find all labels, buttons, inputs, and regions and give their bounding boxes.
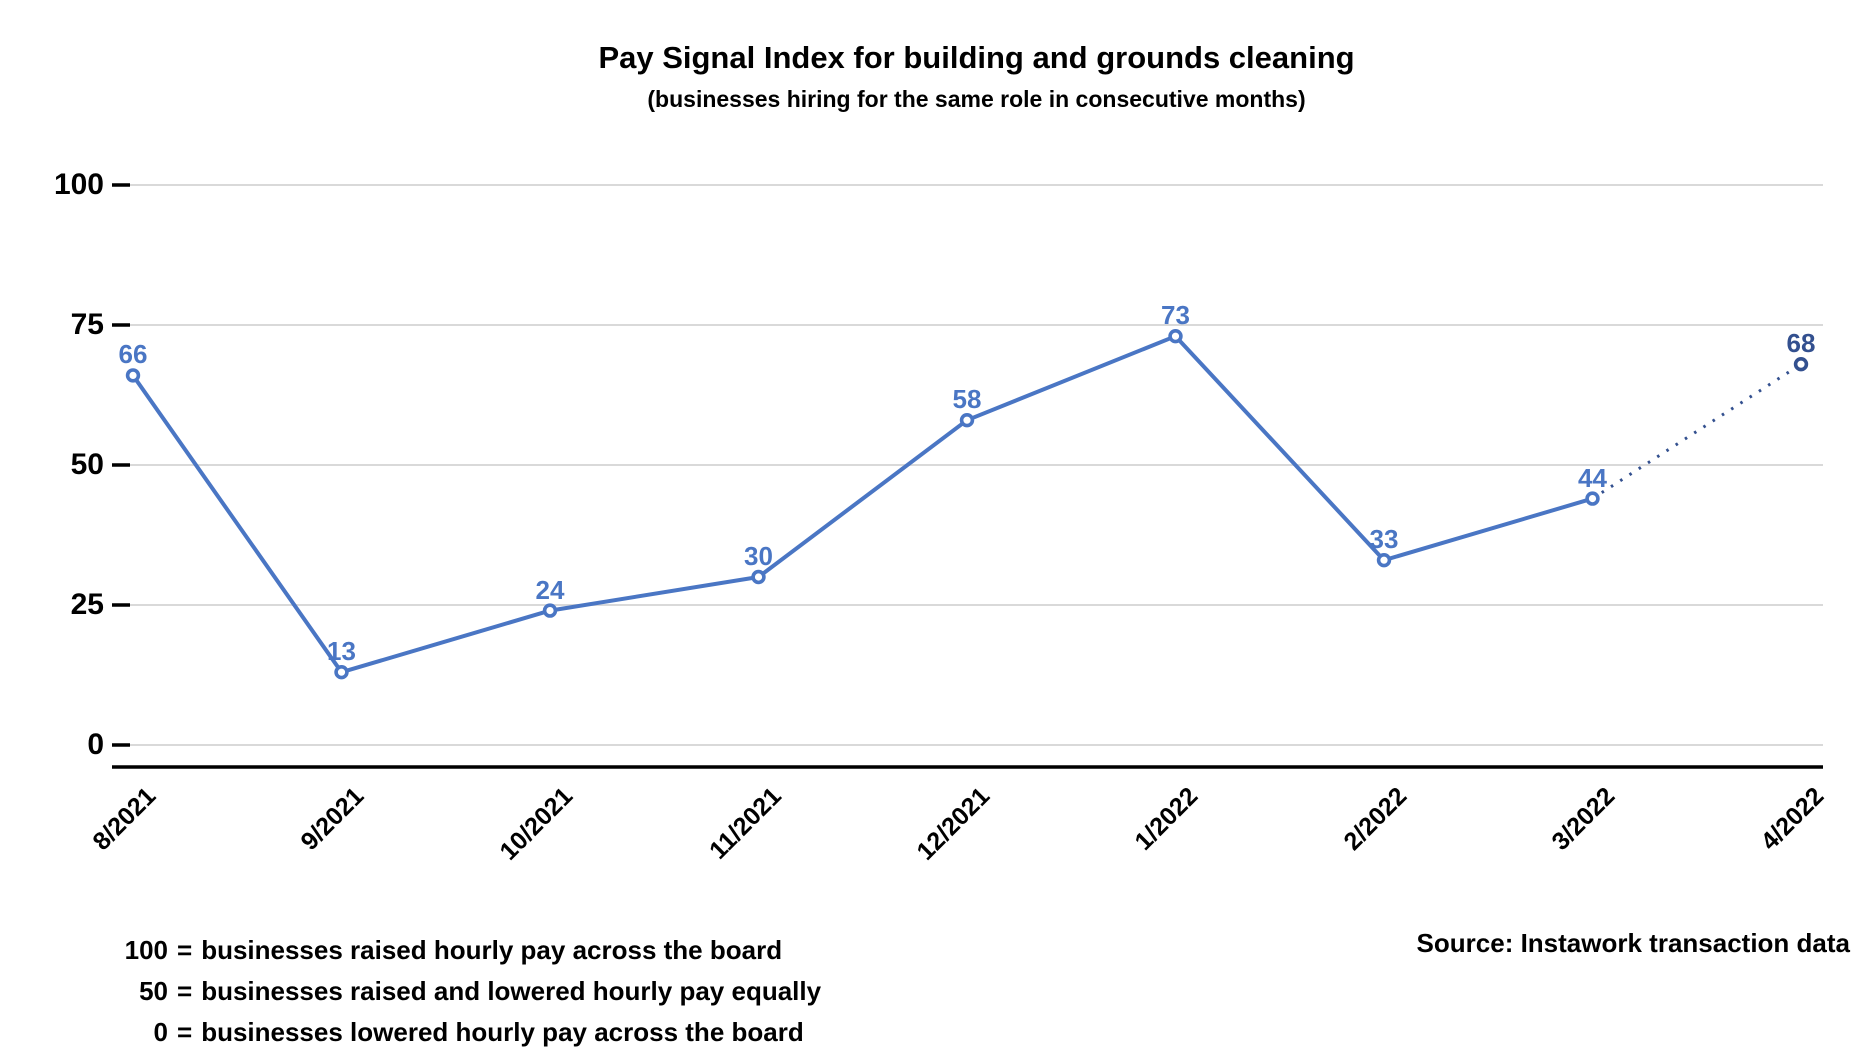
data-point-marker bbox=[1376, 552, 1392, 568]
y-axis-label: 25 bbox=[70, 588, 104, 621]
legend-text: businesses lowered hourly pay across the… bbox=[201, 1017, 804, 1047]
data-point-label: 44 bbox=[1578, 462, 1607, 493]
legend-line-0: 0 = businesses lowered hourly pay across t… bbox=[106, 1012, 821, 1053]
data-point-label: 58 bbox=[952, 384, 982, 415]
equals-sign: = bbox=[177, 976, 193, 1006]
legend-line-50: 50 = businesses raised and lowered hourly … bbox=[106, 971, 821, 1012]
legend-value: 100 bbox=[124, 935, 168, 965]
y-axis-label: 100 bbox=[53, 168, 104, 201]
equals-sign: = bbox=[177, 1017, 193, 1047]
data-point-marker bbox=[125, 368, 141, 383]
data-point-label: 66 bbox=[118, 339, 148, 370]
data-point-marker bbox=[751, 569, 766, 585]
legend-text: businesses raised and lowered hourly pay… bbox=[201, 976, 822, 1006]
chart-title: Pay Signal Index for building and ground… bbox=[598, 40, 1355, 75]
data-point-marker bbox=[1168, 329, 1183, 344]
data-point-label: 30 bbox=[744, 541, 773, 571]
legend-value: 0 bbox=[153, 1017, 168, 1047]
trend-line bbox=[131, 334, 1595, 675]
projected-point-marker bbox=[1793, 357, 1809, 372]
legend-line-100: 100 = businesses raised hourly pay across … bbox=[106, 930, 821, 971]
equals-sign: = bbox=[177, 935, 193, 965]
data-point-label: 73 bbox=[1161, 300, 1190, 331]
data-point-marker bbox=[334, 664, 349, 680]
data-point-label: 33 bbox=[1369, 524, 1399, 555]
chart-subtitle: (businesses hiring for the same role in … bbox=[647, 86, 1306, 112]
data-point-label: 68 bbox=[1786, 328, 1816, 359]
y-axis-label: 75 bbox=[70, 308, 104, 341]
data-point-label: 24 bbox=[535, 574, 565, 605]
legend-value: 50 bbox=[139, 976, 168, 1006]
y-axis-label: 0 bbox=[87, 728, 104, 761]
source-credit: Source: Instawork transaction data bbox=[1416, 928, 1850, 958]
legend-text: businesses raised hourly pay across the … bbox=[201, 935, 783, 965]
data-point-marker bbox=[1585, 491, 1600, 506]
data-point-marker bbox=[959, 413, 975, 428]
data-point-label: 13 bbox=[327, 636, 356, 667]
data-point-marker bbox=[542, 603, 558, 618]
y-axis-label: 50 bbox=[70, 448, 104, 481]
value-legend: 100 = businesses raised hourly pay across … bbox=[106, 930, 821, 1053]
